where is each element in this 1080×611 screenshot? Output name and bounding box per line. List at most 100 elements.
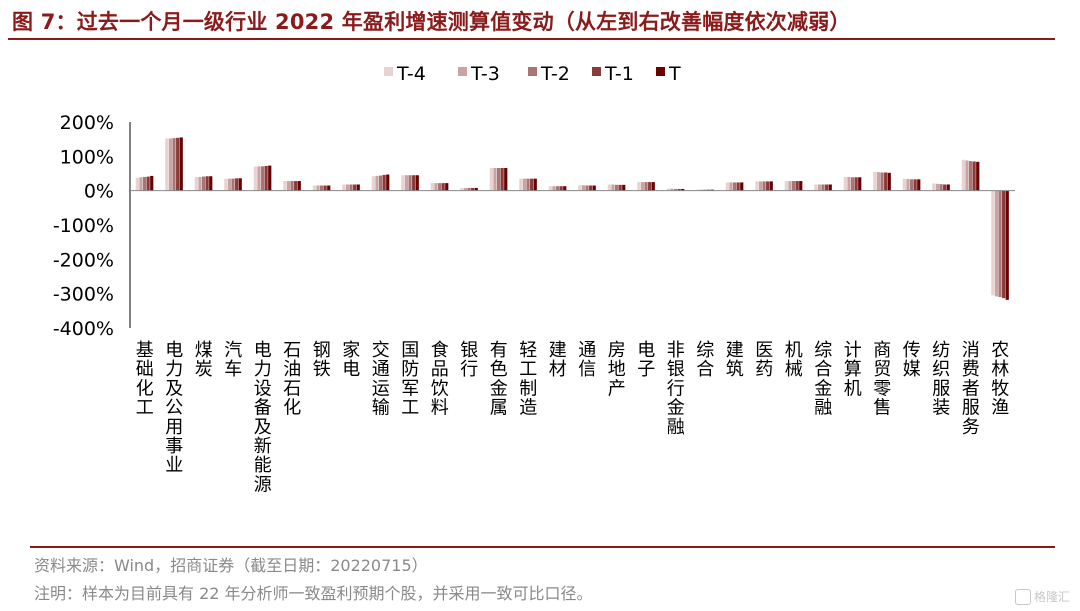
bar <box>740 182 744 191</box>
y-tick-label: -300% <box>53 284 114 306</box>
bar <box>887 172 891 191</box>
y-tick-label: -100% <box>53 215 114 237</box>
bar <box>489 168 493 191</box>
bar <box>825 184 829 191</box>
bar <box>297 181 301 191</box>
bar <box>375 175 379 191</box>
bar <box>791 181 796 191</box>
bar <box>430 183 434 191</box>
bar <box>235 178 239 191</box>
bar <box>965 160 969 191</box>
bar <box>434 183 438 191</box>
bar <box>437 183 442 191</box>
bar <box>699 189 704 191</box>
legend-label: T-3 <box>470 63 500 85</box>
bar <box>858 177 862 191</box>
x-tick-label: 传媒 <box>903 340 921 380</box>
x-tick-label: 钢铁 <box>313 340 331 380</box>
bar <box>522 178 527 191</box>
bar <box>1002 190 1006 299</box>
bar <box>637 182 641 191</box>
bar <box>585 185 589 191</box>
bar <box>729 182 733 191</box>
bar <box>696 189 700 191</box>
bar <box>504 168 508 191</box>
bar <box>530 178 534 191</box>
y-tick-label: 100% <box>60 146 114 168</box>
bar <box>873 171 877 191</box>
bar <box>935 183 940 191</box>
y-tick-label: -400% <box>53 318 114 340</box>
bar <box>939 184 943 191</box>
x-tick-label: 综合 <box>696 340 714 380</box>
x-tick-label: 有色金属 <box>490 340 508 419</box>
x-tick-label: 机械 <box>785 340 803 380</box>
bar <box>408 175 412 191</box>
bar <box>762 181 766 191</box>
x-tick-label: 家电 <box>342 340 360 380</box>
bar <box>817 184 822 191</box>
watermark: 格隆汇 <box>1014 588 1070 605</box>
bar <box>828 184 832 191</box>
bar <box>356 184 360 191</box>
bar <box>519 178 523 191</box>
bar <box>150 175 154 191</box>
bar <box>146 176 150 191</box>
bar <box>382 174 386 191</box>
bar <box>412 175 416 191</box>
legend-swatch <box>528 67 537 76</box>
bar <box>345 184 350 191</box>
bar <box>850 177 855 191</box>
x-tick-label: 轻工制造 <box>519 340 537 419</box>
chart-legend: T-4 T-3 T-2 T-1 T <box>384 63 681 85</box>
x-tick-label: 综合金融 <box>814 340 832 419</box>
legend-item: T <box>656 63 681 85</box>
bar <box>526 178 530 191</box>
bar <box>257 166 261 191</box>
bar <box>902 178 906 191</box>
bar <box>264 165 268 191</box>
x-tick-label: 非银行金融 <box>667 340 685 438</box>
bar <box>165 138 169 191</box>
bar <box>666 188 670 191</box>
bar <box>677 188 681 191</box>
bar <box>294 181 298 191</box>
bar <box>238 178 242 191</box>
bar <box>592 185 596 191</box>
bar <box>205 176 209 191</box>
bar <box>968 161 973 191</box>
bar <box>946 184 950 191</box>
bar <box>589 185 593 191</box>
bar <box>176 137 180 191</box>
x-tick-label: 计算机 <box>844 340 862 399</box>
bar <box>710 189 714 191</box>
x-tick-label: 电力设备及新能源 <box>254 340 272 495</box>
y-tick-label: -200% <box>53 249 114 271</box>
bar <box>766 181 770 191</box>
x-tick-label: 银行 <box>460 340 478 380</box>
bar <box>268 165 272 191</box>
x-tick-label: 医药 <box>755 340 773 380</box>
bar <box>142 176 147 191</box>
source-text: 资料来源：Wind，招商证券（截至日期：20220715） <box>34 556 428 575</box>
x-tick-label: 汽车 <box>224 340 242 380</box>
bar <box>371 176 375 191</box>
bar <box>795 181 799 191</box>
bar <box>342 184 346 191</box>
x-tick-label: 国防军工 <box>401 340 419 419</box>
x-tick-label: 建材 <box>549 340 567 380</box>
bar <box>201 176 206 191</box>
bar <box>736 182 740 191</box>
x-tick-label: 煤炭 <box>195 340 213 380</box>
bar <box>976 161 980 191</box>
bar <box>493 168 497 191</box>
bar <box>194 176 198 191</box>
bar <box>209 176 213 191</box>
bar <box>611 184 615 191</box>
x-tick-label: 基础化工 <box>136 340 154 419</box>
x-tick-label: 纺织服装 <box>932 340 950 419</box>
legend-swatch <box>458 67 467 76</box>
bar <box>998 190 1002 298</box>
bar <box>854 177 858 191</box>
bar <box>618 184 622 191</box>
